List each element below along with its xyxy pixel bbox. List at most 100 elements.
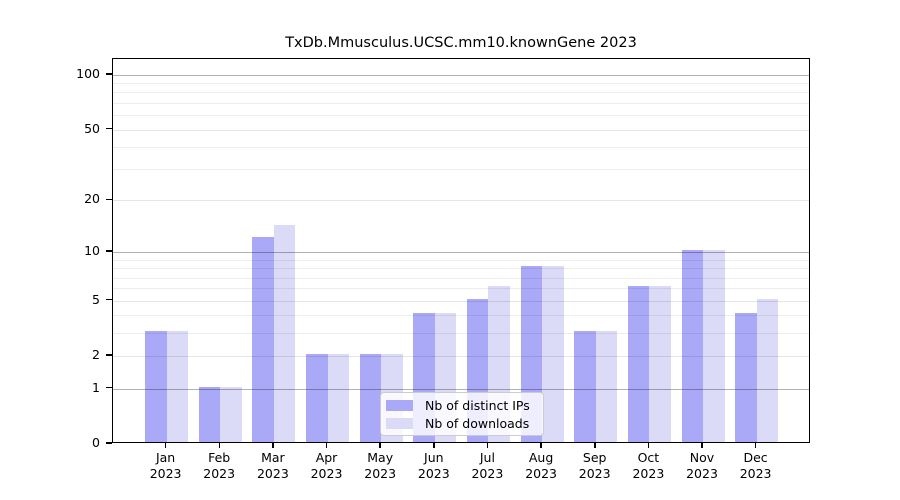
bar-nb-of-downloads-feb xyxy=(220,386,242,442)
x-axis-label-jan: Jan 2023 xyxy=(126,450,206,482)
x-label-year-mar: 2023 xyxy=(256,466,289,481)
plot-area xyxy=(112,58,810,443)
x-axis-label-nov: Nov 2023 xyxy=(662,450,742,482)
y-axis-tick-0 xyxy=(106,442,112,444)
x-axis-tick-jun xyxy=(433,443,435,448)
x-axis-tick-jul xyxy=(486,443,489,448)
legend-item-downloads: Nb of downloads xyxy=(386,416,543,431)
x-axis-tick-apr xyxy=(325,443,328,448)
y-axis-tick-100 xyxy=(106,73,112,75)
x-label-month-jun: Jun xyxy=(424,450,444,465)
x-axis-label-jul: Jul 2023 xyxy=(447,450,527,482)
gridline-50 xyxy=(113,129,809,131)
y-axis-label-5: 5 xyxy=(92,291,100,307)
gridline-100 xyxy=(113,74,809,76)
legend-item-distinct-ips: Nb of distinct IPs xyxy=(386,398,543,413)
legend-swatch-downloads xyxy=(386,417,413,429)
gridline-9 xyxy=(113,259,809,261)
x-label-year-aug: 2023 xyxy=(525,466,557,481)
x-axis-label-may: May 2023 xyxy=(340,450,420,482)
y-axis-tick-5 xyxy=(106,298,112,301)
x-axis-label-dec: Dec 2023 xyxy=(716,450,796,482)
x-label-year-jun: 2023 xyxy=(417,466,450,481)
x-axis-tick-oct xyxy=(647,443,650,448)
bar-nb-of-downloads-sep xyxy=(595,331,618,442)
gridline-5 xyxy=(113,300,809,302)
bar-nb-of-downloads-nov xyxy=(703,250,725,442)
x-axis-tick-jan xyxy=(164,443,167,448)
y-axis-tick-1 xyxy=(106,386,112,389)
bar-nb-of-distinct-ips-nov xyxy=(681,250,703,442)
bar-nb-of-distinct-ips-sep xyxy=(574,331,596,442)
y-axis-label-2: 2 xyxy=(92,347,100,363)
bar-nb-of-distinct-ips-apr xyxy=(306,354,328,442)
bar-nb-of-downloads-jan xyxy=(166,331,189,442)
x-axis-tick-sep xyxy=(594,443,596,448)
bar-nb-of-downloads-dec xyxy=(756,298,779,442)
gridline-20 xyxy=(113,200,809,202)
x-label-year-feb: 2023 xyxy=(203,466,236,481)
x-axis-label-feb: Feb 2023 xyxy=(179,450,259,482)
x-axis-tick-dec xyxy=(754,443,757,448)
x-label-year-apr: 2023 xyxy=(310,466,343,481)
y-axis-tick-20 xyxy=(106,198,112,201)
x-label-year-nov: 2023 xyxy=(686,466,718,481)
x-axis-tick-mar xyxy=(272,443,274,448)
y-axis-tick-10 xyxy=(106,250,112,252)
gridline-90 xyxy=(113,83,809,85)
x-label-year-jul: 2023 xyxy=(471,466,504,481)
x-label-month-apr: Apr xyxy=(315,450,338,465)
x-label-month-nov: Nov xyxy=(689,450,715,465)
gridline-40 xyxy=(113,146,809,148)
x-axis-tick-nov xyxy=(701,443,703,448)
x-label-month-oct: Oct xyxy=(637,450,660,465)
bar-nb-of-downloads-aug xyxy=(542,266,564,442)
gridline-60 xyxy=(113,115,809,117)
bar-nb-of-distinct-ips-jan xyxy=(145,331,167,442)
x-axis-tick-may xyxy=(379,443,381,448)
gridline-80 xyxy=(113,92,809,94)
y-axis-tick-2 xyxy=(106,354,112,356)
bar-nb-of-downloads-apr xyxy=(327,354,350,442)
x-label-month-mar: Mar xyxy=(261,450,285,465)
bar-nb-of-distinct-ips-may xyxy=(359,354,382,442)
x-axis-label-jun: Jun 2023 xyxy=(394,450,474,482)
gridline-70 xyxy=(113,103,809,104)
x-axis-label-sep: Sep 2023 xyxy=(555,450,635,482)
bar-nb-of-downloads-mar xyxy=(273,225,296,442)
bar-nb-of-downloads-oct xyxy=(649,286,671,442)
x-label-month-feb: Feb xyxy=(208,450,231,465)
y-axis-label-10: 10 xyxy=(84,243,100,259)
x-label-month-jan: Jan xyxy=(155,450,176,465)
x-label-month-aug: Aug xyxy=(528,450,554,465)
legend-label-distinct-ips: Nb of distinct IPs xyxy=(425,397,530,413)
legend-swatch-distinct-ips xyxy=(386,399,413,411)
y-axis-label-20: 20 xyxy=(84,191,100,207)
gridline-1 xyxy=(113,388,809,390)
gridline-3 xyxy=(113,333,809,335)
x-axis-label-mar: Mar 2023 xyxy=(233,450,313,482)
x-axis-tick-aug xyxy=(540,443,542,448)
x-label-month-jul: Jul xyxy=(479,450,495,465)
y-axis-label-50: 50 xyxy=(84,120,100,136)
legend-label-downloads: Nb of downloads xyxy=(425,415,530,431)
bar-nb-of-distinct-ips-mar xyxy=(252,236,274,442)
bar-nb-of-distinct-ips-dec xyxy=(735,313,757,442)
x-axis-tick-feb xyxy=(218,443,220,448)
gridline-8 xyxy=(113,268,809,270)
x-label-month-sep: Sep xyxy=(582,450,607,465)
x-axis-label-aug: Aug 2023 xyxy=(501,450,581,482)
y-axis-label-0: 0 xyxy=(92,435,100,450)
gridline-6 xyxy=(113,288,809,290)
x-label-month-may: May xyxy=(367,450,394,465)
x-label-month-dec: Dec xyxy=(743,450,768,465)
bar-nb-of-distinct-ips-oct xyxy=(627,286,650,442)
y-axis-label-1: 1 xyxy=(92,379,100,395)
x-label-year-jan: 2023 xyxy=(149,466,182,481)
y-axis-label-100: 100 xyxy=(76,65,100,81)
bar-nb-of-distinct-ips-feb xyxy=(198,386,221,442)
gridline-2 xyxy=(113,356,809,358)
x-label-year-oct: 2023 xyxy=(632,466,665,481)
y-axis-tick-50 xyxy=(106,127,112,130)
